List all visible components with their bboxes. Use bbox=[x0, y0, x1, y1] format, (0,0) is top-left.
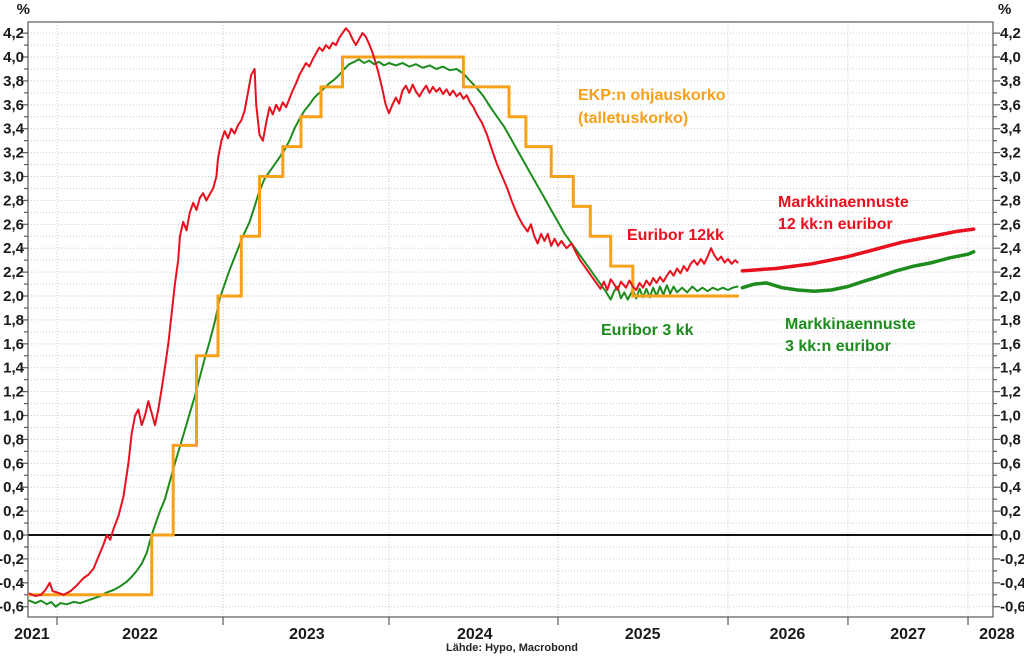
y-tick-label-right: 2,0 bbox=[1000, 288, 1021, 305]
series-policy bbox=[28, 55, 739, 597]
annotation-euribor-12m: Euribor 12kk bbox=[627, 227, 724, 245]
y-tick-label-right: 4,0 bbox=[1000, 49, 1021, 66]
y-tick-label-left: 0,6 bbox=[3, 455, 24, 472]
y-tick-label-right: 2,6 bbox=[1000, 216, 1021, 233]
annotation-forecast-3m: Markkinaennuste 3 kk:n euribor bbox=[785, 314, 916, 358]
y-tick-label-left: 2,2 bbox=[3, 264, 24, 281]
y-tick-label-right: 2,4 bbox=[1000, 240, 1022, 257]
x-year-label: 2022 bbox=[122, 626, 158, 643]
y-tick-label-left: 2,4 bbox=[3, 240, 25, 257]
y-tick-label-left: 0,0 bbox=[3, 527, 24, 544]
y-tick-label-left: 1,0 bbox=[3, 408, 24, 425]
y-tick-label-right: -0,2 bbox=[1000, 551, 1024, 568]
y-tick-label-left: 2,0 bbox=[3, 288, 24, 305]
y-tick-label-right: 2,2 bbox=[1000, 264, 1021, 281]
y-tick-label-left: 0,4 bbox=[3, 479, 25, 496]
y-tick-label-left: -0,4 bbox=[0, 575, 25, 592]
y-tick-label-left: -0,6 bbox=[0, 599, 24, 616]
y-tick-label-right: -0,4 bbox=[1000, 575, 1024, 592]
y-tick-label-right: 3,0 bbox=[1000, 169, 1021, 186]
y-axis-unit-right: % bbox=[998, 1, 1012, 18]
x-year-label: 2024 bbox=[457, 626, 493, 643]
y-tick-label-left: 2,6 bbox=[3, 216, 24, 233]
y-tick-label-right: 3,2 bbox=[1000, 145, 1021, 162]
y-tick-label-right: 1,6 bbox=[1000, 336, 1021, 353]
source-note: Lähde: Hypo, Macrobond bbox=[446, 642, 578, 654]
y-tick-label-right: 0,6 bbox=[1000, 455, 1021, 472]
y-tick-label-right: 1,2 bbox=[1000, 384, 1021, 401]
y-tick-label-left: 3,8 bbox=[3, 73, 24, 90]
x-year-label: 2021 bbox=[14, 626, 50, 643]
annotation-forecast-12m: Markkinaennuste 12 kk:n euribor bbox=[778, 192, 909, 236]
y-tick-label-left: 0,2 bbox=[3, 503, 24, 520]
annotation-euribor-3m: Euribor 3 kk bbox=[601, 322, 693, 340]
y-axis-unit-left: % bbox=[16, 1, 30, 18]
y-tick-label-left: 3,4 bbox=[3, 121, 25, 138]
annotation-line: Markkinaennuste bbox=[785, 316, 916, 333]
y-tick-label-left: 1,4 bbox=[3, 360, 25, 377]
y-tick-label-right: 0,2 bbox=[1000, 503, 1021, 520]
y-tick-label-left: 4,2 bbox=[3, 25, 24, 42]
series-euribor3-forecast bbox=[740, 250, 976, 293]
y-tick-label-right: 3,8 bbox=[1000, 73, 1021, 90]
x-year-label: 2027 bbox=[890, 626, 926, 643]
annotation-line: EKP:n ohjauskorko bbox=[578, 87, 726, 104]
y-tick-label-left: 1,6 bbox=[3, 336, 24, 353]
annotation-ecb-policy-rate: EKP:n ohjauskorko (talletuskorko) bbox=[578, 84, 726, 130]
series-euribor12-hist bbox=[28, 27, 739, 597]
annotation-line: 3 kk:n euribor bbox=[785, 338, 891, 355]
annotation-line: 12 kk:n euribor bbox=[778, 216, 893, 233]
y-tick-label-right: 1,0 bbox=[1000, 408, 1021, 425]
y-tick-label-right: 0,0 bbox=[1000, 527, 1021, 544]
y-tick-label-right: 1,8 bbox=[1000, 312, 1021, 329]
y-tick-label-right: 4,2 bbox=[1000, 25, 1021, 42]
x-year-label: 2026 bbox=[770, 626, 806, 643]
y-tick-label-left: 3,6 bbox=[3, 97, 24, 114]
y-tick-label-left: 1,8 bbox=[3, 312, 24, 329]
y-tick-label-left: 2,8 bbox=[3, 192, 24, 209]
y-tick-label-right: 0,4 bbox=[1000, 479, 1022, 496]
annotation-line: Euribor 12kk bbox=[627, 227, 724, 244]
y-tick-label-left: 3,2 bbox=[3, 145, 24, 162]
y-tick-label-left: 3,0 bbox=[3, 169, 24, 186]
annotation-line: (talletuskorko) bbox=[578, 110, 689, 127]
annotation-line: Euribor 3 kk bbox=[601, 322, 694, 339]
y-tick-label-left: 4,0 bbox=[3, 49, 24, 66]
y-tick-label-left: 1,2 bbox=[3, 384, 24, 401]
annotation-line: Markkinaennuste bbox=[778, 194, 909, 211]
x-year-label: 2028 bbox=[979, 626, 1015, 643]
y-tick-label-right: 1,4 bbox=[1000, 360, 1022, 377]
y-tick-label-left: -0,2 bbox=[0, 551, 24, 568]
y-tick-label-right: 3,6 bbox=[1000, 97, 1021, 114]
y-tick-label-right: 2,8 bbox=[1000, 192, 1021, 209]
series-euribor12-forecast bbox=[740, 227, 976, 273]
x-year-label: 2025 bbox=[625, 626, 661, 643]
y-tick-label-right: -0,6 bbox=[1000, 599, 1024, 616]
y-tick-label-left: 0,8 bbox=[3, 431, 24, 448]
y-tick-label-right: 0,8 bbox=[1000, 431, 1021, 448]
y-tick-label-right: 3,4 bbox=[1000, 121, 1022, 138]
x-year-label: 2023 bbox=[289, 626, 325, 643]
